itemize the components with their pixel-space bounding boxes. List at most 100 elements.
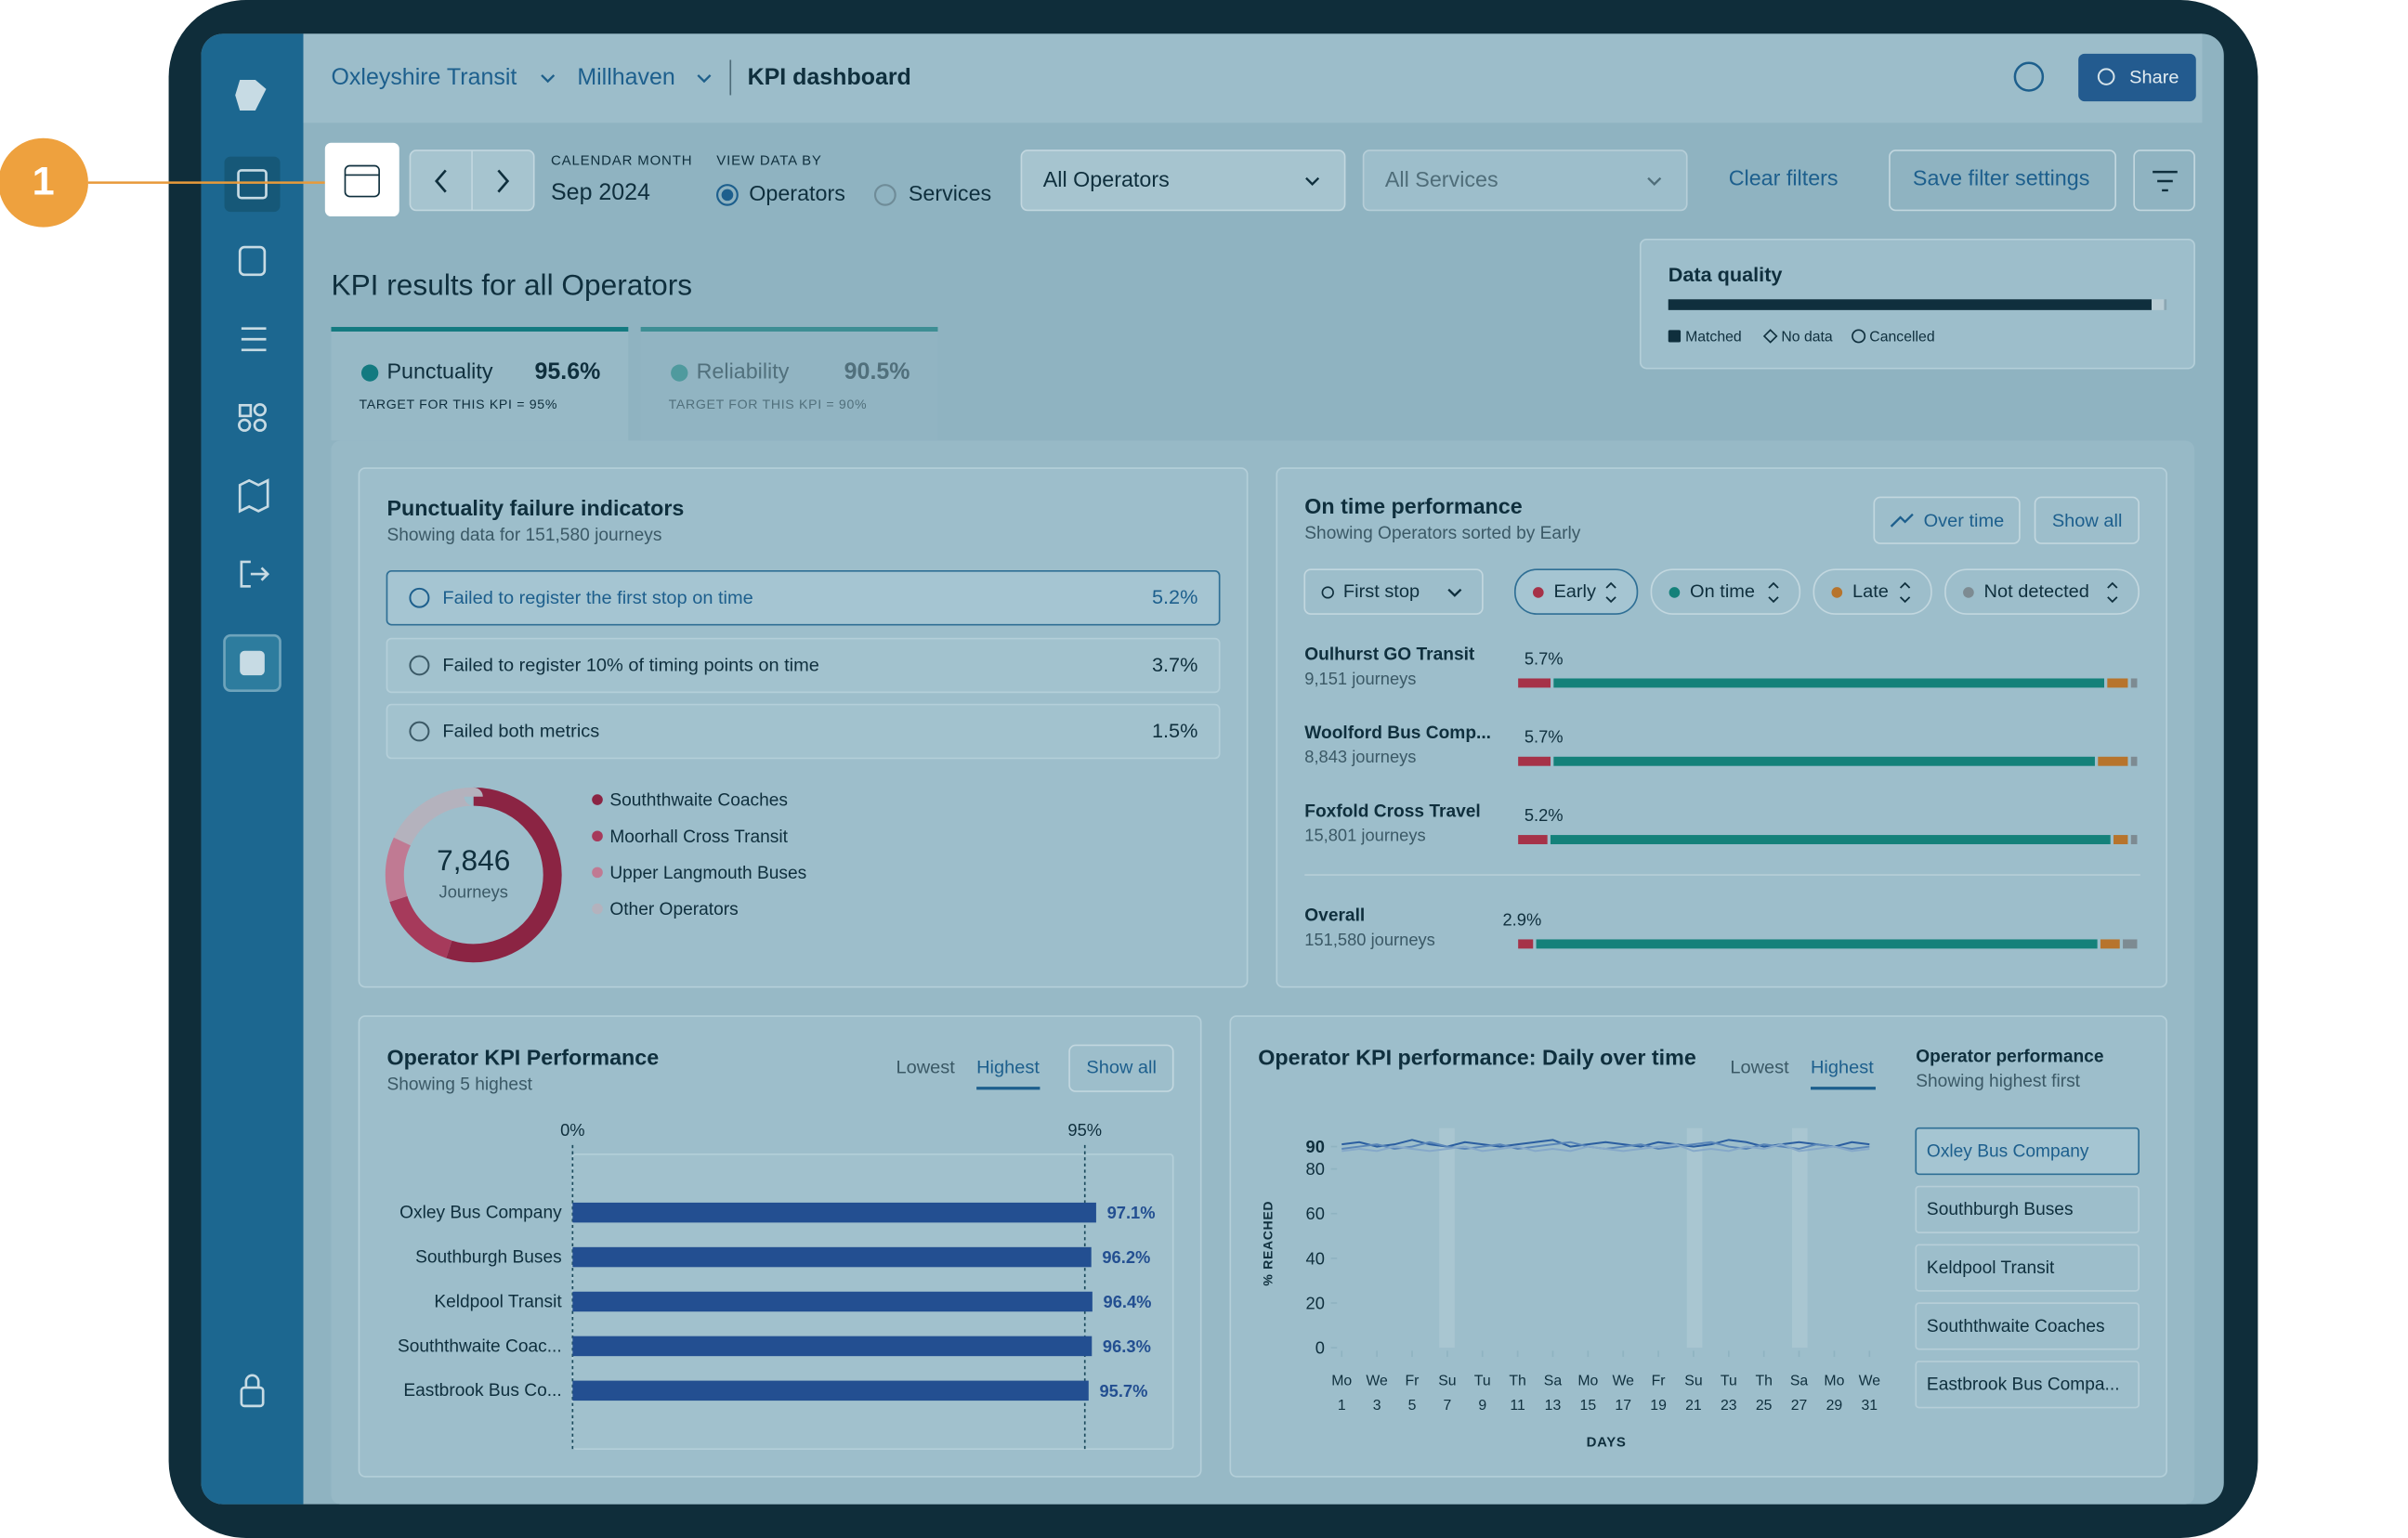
- donut-legend-dot: [592, 904, 603, 915]
- x-tick-day: Tu: [1721, 1374, 1737, 1389]
- radio-operators-dot: [722, 189, 734, 202]
- x-tick-day: Su: [1684, 1374, 1702, 1389]
- performance-segment: [1553, 678, 2104, 687]
- card-subtitle: Showing data for 151,580 journeys: [386, 526, 661, 545]
- x-tick-label: 27: [1791, 1398, 1808, 1414]
- sidebar: [202, 33, 304, 1504]
- x-tick-label: 17: [1615, 1398, 1631, 1414]
- legend-swatch: [1669, 330, 1681, 342]
- card-title: Punctuality failure indicators: [386, 496, 684, 520]
- data-quality-legend: Matched: [1685, 330, 1742, 345]
- card-title: On time performance: [1304, 494, 1523, 518]
- callout-number: 1: [33, 160, 55, 204]
- performance-segment: [2114, 835, 2127, 844]
- x-tick-label: 7: [1443, 1398, 1451, 1414]
- kpi-bar: [572, 1292, 1093, 1311]
- operator-journeys: 9,151 journeys: [1304, 669, 1416, 688]
- breadcrumb-page: KPI dashboard: [748, 64, 911, 90]
- x-tick-day: Mo: [1824, 1374, 1844, 1389]
- performance-segment: [1518, 678, 1551, 687]
- share-label: Share: [2129, 68, 2179, 88]
- kpi-tab-name: Punctuality: [386, 359, 492, 384]
- kpi-tab-target: TARGET FOR THIS KPI = 95%: [359, 397, 557, 411]
- x-tick-label: 25: [1756, 1398, 1773, 1414]
- radio-services-label[interactable]: Services: [909, 181, 991, 205]
- kpi-tab-value: 90.5%: [844, 358, 910, 384]
- early-value: 5.7%: [1525, 727, 1564, 747]
- x-tick-day: Tu: [1474, 1374, 1491, 1389]
- operator-name: Foxfold Cross Travel: [1304, 802, 1480, 821]
- month-label: CALENDAR MONTH: [551, 153, 692, 169]
- toggle-highest[interactable]: Highest: [976, 1058, 1040, 1078]
- chip-dot: [1533, 587, 1544, 598]
- x-axis-label: DAYS: [1587, 1435, 1627, 1451]
- toggle-lowest[interactable]: Lowest: [896, 1058, 956, 1078]
- operator-option-label: Keldpool Transit: [1927, 1258, 2055, 1278]
- card-subtitle: Showing Operators sorted by Early: [1304, 524, 1580, 543]
- toggle-highest[interactable]: Highest: [1811, 1058, 1874, 1078]
- performance-segment: [2131, 835, 2138, 844]
- services-dropdown-label: All Services: [1385, 167, 1498, 191]
- save-filters-label: Save filter settings: [1913, 166, 2089, 190]
- x-tick-label: 11: [1510, 1398, 1525, 1414]
- breadcrumb-org[interactable]: Oxleyshire Transit: [331, 64, 517, 90]
- y-tick-label: 20: [1306, 1293, 1325, 1312]
- operator-journeys: 151,580 journeys: [1304, 930, 1435, 949]
- radio-operators-label[interactable]: Operators: [749, 181, 845, 205]
- x-tick-day: Sa: [1790, 1374, 1809, 1389]
- kpi-tab-value: 95.6%: [535, 358, 601, 384]
- y-axis-label: % REACHED: [1261, 1201, 1276, 1286]
- clear-filters[interactable]: Clear filters: [1729, 166, 1839, 190]
- failure-row-value: 1.5%: [1152, 719, 1197, 742]
- category-label: Oxley Bus Company: [399, 1204, 562, 1223]
- kpi-bar: [572, 1247, 1091, 1267]
- failure-row-value: 5.2%: [1152, 585, 1197, 608]
- chip-label: First stop: [1343, 581, 1420, 602]
- failure-row-label: Failed to register 10% of timing points …: [442, 656, 818, 676]
- kpi-tab-name: Reliability: [697, 359, 790, 384]
- x-tick-label: 95%: [1067, 1120, 1102, 1140]
- x-tick-label: 31: [1861, 1398, 1878, 1414]
- category-label: Eastbrook Bus Co...: [403, 1381, 561, 1401]
- performance-segment: [2123, 939, 2137, 948]
- x-tick-day: Th: [1509, 1374, 1525, 1389]
- donut-total-label: Journeys: [439, 882, 508, 902]
- y-tick-label: 60: [1306, 1204, 1325, 1223]
- x-tick-label: 0%: [560, 1120, 584, 1140]
- x-tick-day: Mo: [1331, 1374, 1352, 1389]
- x-tick-label: 15: [1580, 1398, 1597, 1414]
- failure-row-value: 3.7%: [1152, 653, 1197, 676]
- performance-segment: [2131, 757, 2138, 766]
- value-label: 95.7%: [1099, 1381, 1147, 1401]
- operators-dropdown-label: All Operators: [1043, 167, 1170, 191]
- donut-legend-dot: [592, 830, 603, 841]
- operator-option-label: Eastbrook Bus Compa...: [1927, 1375, 2120, 1395]
- y-tick-label: 80: [1306, 1159, 1325, 1179]
- performance-segment: [1518, 757, 1551, 766]
- category-label: Keldpool Transit: [434, 1292, 562, 1311]
- x-tick-day: Mo: [1577, 1374, 1598, 1389]
- kpi-bar: [572, 1203, 1096, 1222]
- data-quality-segment: [2152, 299, 2164, 310]
- kpi-tab-check: [361, 365, 378, 382]
- failure-row-label: Failed both metrics: [442, 722, 599, 742]
- operator-name: Woolford Bus Comp...: [1304, 723, 1491, 743]
- value-label: 97.1%: [1107, 1203, 1156, 1222]
- performance-segment: [2098, 757, 2127, 766]
- performance-segment: [2100, 939, 2120, 948]
- chip-dot: [1963, 587, 1974, 598]
- performance-segment: [1551, 835, 2111, 844]
- performance-segment: [1553, 757, 2095, 766]
- early-value: 5.2%: [1525, 805, 1564, 825]
- calendar-button[interactable]: [325, 143, 399, 216]
- donut-total: 7,846: [437, 843, 510, 877]
- y-tick-label: 90: [1306, 1137, 1325, 1156]
- breadcrumb-area[interactable]: Millhaven: [577, 64, 674, 90]
- toggle-lowest[interactable]: Lowest: [1730, 1058, 1789, 1078]
- operator-journeys: 8,843 journeys: [1304, 747, 1416, 766]
- operator-name: Overall: [1304, 906, 1365, 926]
- nav-active[interactable]: [225, 157, 281, 212]
- x-tick-day: Su: [1438, 1374, 1456, 1389]
- category-label: Southburgh Buses: [415, 1247, 562, 1267]
